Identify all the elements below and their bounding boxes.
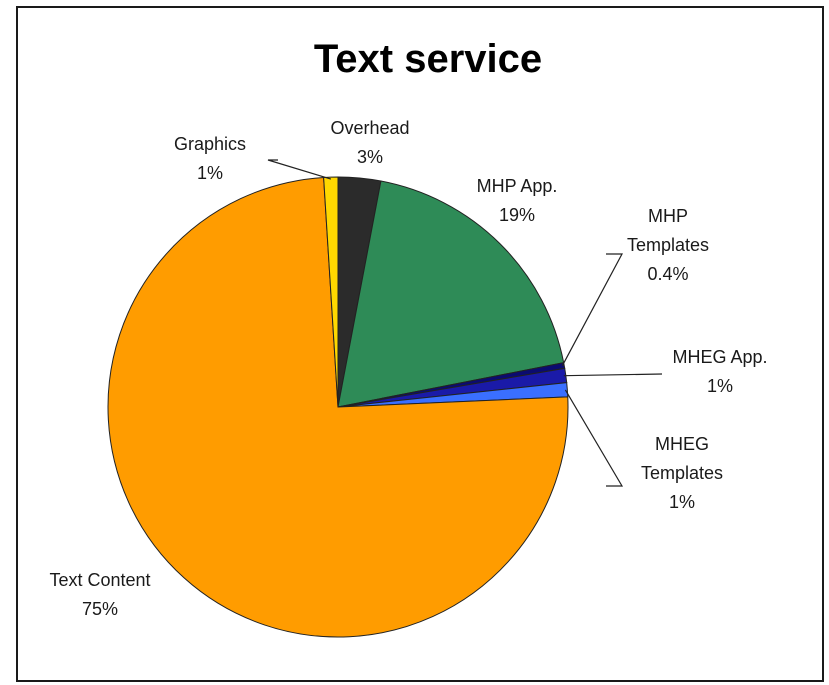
pie-slice-5 (107, 176, 569, 638)
slice-name-label-2-1: Templates (627, 235, 709, 255)
leader-line-3 (563, 373, 663, 377)
slice-value-label-4: 1% (669, 492, 695, 512)
slice-name-label-3-0: MHEG App. (672, 347, 767, 367)
slice-name-label-2-0: MHP (648, 206, 688, 226)
leader-line-2 (561, 253, 624, 367)
leader-line-4 (564, 389, 624, 487)
slice-name-label-6-0: Graphics (174, 134, 246, 154)
slice-name-label-4-1: Templates (641, 463, 723, 483)
slice-name-label-1-0: MHP App. (477, 176, 558, 196)
slice-value-label-5: 75% (82, 599, 118, 619)
leader-line-6 (267, 159, 332, 180)
slice-value-label-1: 19% (499, 205, 535, 225)
slice-value-label-6: 1% (197, 163, 223, 183)
slice-name-label-0-0: Overhead (330, 118, 409, 138)
pie-slices (107, 176, 569, 638)
leader-lines (267, 159, 663, 487)
pie-slice-1 (337, 180, 565, 408)
slice-labels: Overhead 3% MHP App. 19% MHP Templates 0.4% MHE… (49, 118, 767, 619)
slice-value-label-3: 1% (707, 376, 733, 396)
slice-name-label-5-0: Text Content (49, 570, 150, 590)
chart-title: Text service (314, 37, 542, 81)
slice-name-label-4-0: MHEG (655, 434, 709, 454)
slice-value-label-0: 3% (357, 147, 383, 167)
slice-value-label-2: 0.4% (647, 264, 688, 284)
